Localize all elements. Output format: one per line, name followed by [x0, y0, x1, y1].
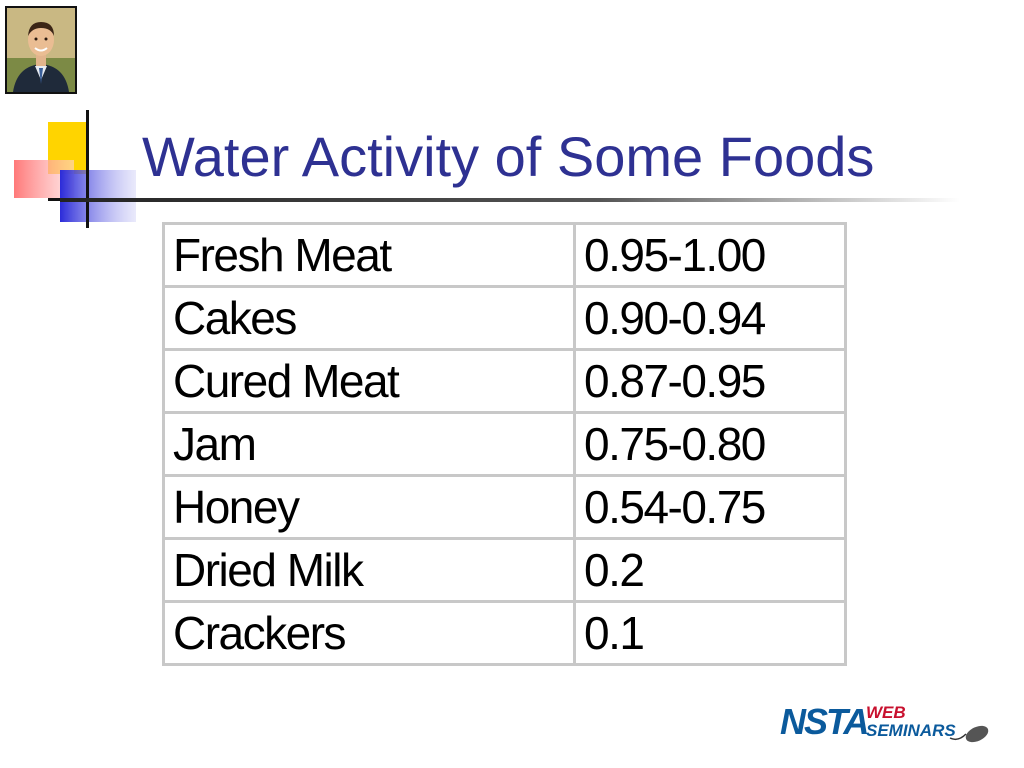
- logo-line2-text: SEMINARS: [866, 721, 956, 740]
- table-row: Cured Meat 0.87-0.95: [165, 351, 844, 411]
- table-row: Cakes 0.90-0.94: [165, 288, 844, 348]
- water-activity-cell: 0.90-0.94: [576, 288, 844, 348]
- table-row: Jam 0.75-0.80: [165, 414, 844, 474]
- title-divider: [60, 198, 960, 202]
- table-row: Fresh Meat 0.95-1.00: [165, 225, 844, 285]
- food-name-cell: Crackers: [165, 603, 573, 663]
- food-name-cell: Dried Milk: [165, 540, 573, 600]
- table-row: Dried Milk 0.2: [165, 540, 844, 600]
- nsta-web-seminars-logo: NSTA WEB SEMINARS: [780, 701, 989, 743]
- logo-line1-text: WEB: [866, 703, 906, 722]
- table-row: Honey 0.54-0.75: [165, 477, 844, 537]
- food-name-cell: Jam: [165, 414, 573, 474]
- logo-brand-text: NSTA: [780, 701, 867, 742]
- water-activity-cell: 0.75-0.80: [576, 414, 844, 474]
- decorative-squares: [14, 110, 138, 228]
- food-name-cell: Cakes: [165, 288, 573, 348]
- food-name-cell: Honey: [165, 477, 573, 537]
- water-activity-cell: 0.87-0.95: [576, 351, 844, 411]
- water-activity-cell: 0.54-0.75: [576, 477, 844, 537]
- food-name-cell: Cured Meat: [165, 351, 573, 411]
- table-row: Crackers 0.1: [165, 603, 844, 663]
- water-activity-cell: 0.1: [576, 603, 844, 663]
- presenter-photo: [5, 6, 77, 94]
- slide-title: Water Activity of Some Foods: [142, 125, 875, 188]
- water-activity-cell: 0.2: [576, 540, 844, 600]
- presenter-portrait-icon: [7, 8, 75, 92]
- computer-mouse-icon: [949, 725, 989, 743]
- water-activity-table: Fresh Meat 0.95-1.00 Cakes 0.90-0.94 Cur…: [162, 222, 847, 666]
- food-name-cell: Fresh Meat: [165, 225, 573, 285]
- water-activity-cell: 0.95-1.00: [576, 225, 844, 285]
